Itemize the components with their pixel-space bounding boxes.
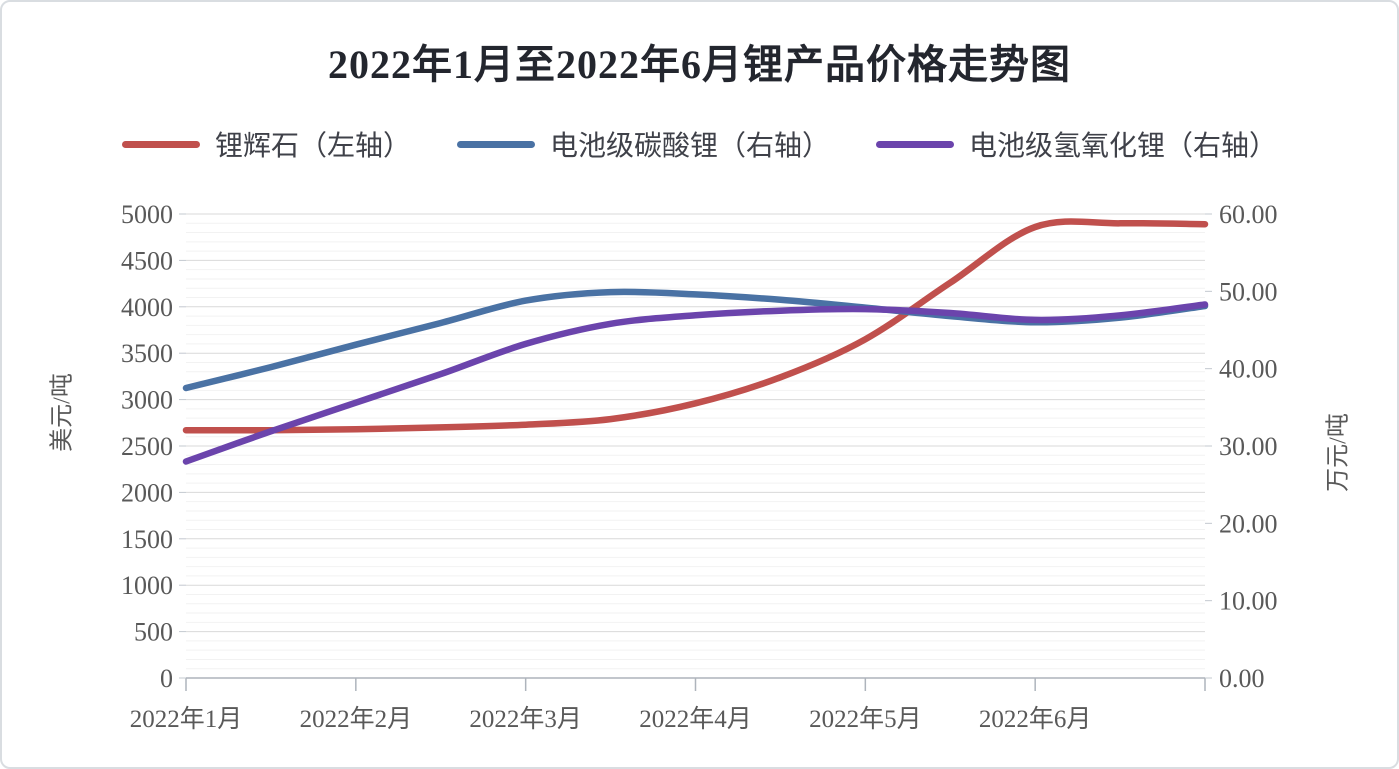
right-axis-tick-label: 40.00: [1219, 355, 1278, 384]
left-axis-tick-label: 1000: [121, 571, 173, 600]
left-axis-tick-label: 4000: [121, 293, 173, 322]
legend-swatch-lithium-hydroxide: [876, 140, 954, 148]
left-axis-tick-label: 0: [160, 664, 173, 693]
right-axis-tick-label: 10.00: [1219, 587, 1278, 616]
right-axis-tick-label: 50.00: [1219, 277, 1278, 306]
legend-item-spodumene: 锂辉石（左轴）: [121, 124, 411, 164]
left-axis-tick-label: 2000: [121, 478, 173, 507]
legend-swatch-lithium-carbonate: [456, 140, 535, 148]
series-line-0: [182, 218, 1209, 434]
right-axis-tick-label: 30.00: [1219, 432, 1278, 461]
left-axis-tick-label: 5000: [121, 200, 173, 229]
legend-item-lithium-hydroxide: 电池级氢氧化锂（右轴）: [876, 124, 1277, 164]
legend-label-spodumene: 锂辉石（左轴）: [214, 131, 411, 162]
legend: 锂辉石（左轴） 电池级碳酸锂（右轴） 电池级氢氧化锂（右轴）: [2, 116, 1397, 172]
series-line-1: [182, 288, 1209, 392]
right-axis-tick-label: 0.00: [1219, 664, 1265, 693]
left-axis-tick-label: 1500: [121, 525, 173, 554]
left-axis-tick-label: 3000: [121, 386, 173, 415]
series-line-2: [182, 301, 1209, 465]
x-axis-label: 2022年1月: [130, 705, 243, 733]
left-axis-tick-label: 4500: [121, 246, 173, 275]
x-axis-label: 2022年6月: [979, 705, 1092, 733]
right-axis-tick-label: 20.00: [1219, 509, 1278, 538]
x-axis-label: 2022年2月: [300, 705, 413, 733]
legend-label-lithium-carbonate: 电池级碳酸锂（右轴）: [549, 131, 830, 162]
right-axis-tick-label: 60.00: [1219, 200, 1278, 229]
x-axis-label: 2022年5月: [809, 705, 922, 733]
left-axis-tick-label: 500: [134, 618, 173, 647]
chart-title: 2022年1月至2022年6月锂产品价格走势图: [328, 42, 1071, 87]
legend-item-lithium-carbonate: 电池级碳酸锂（右轴）: [456, 124, 830, 164]
x-axis-label: 2022年4月: [639, 705, 752, 733]
legend-label-lithium-hydroxide: 电池级氢氧化锂（右轴）: [969, 131, 1278, 162]
left-axis-tick-label: 3500: [121, 339, 173, 368]
x-axis-label: 2022年3月: [469, 705, 582, 733]
left-axis-tick-label: 2500: [121, 432, 173, 461]
legend-swatch-spodumene: [121, 140, 200, 148]
